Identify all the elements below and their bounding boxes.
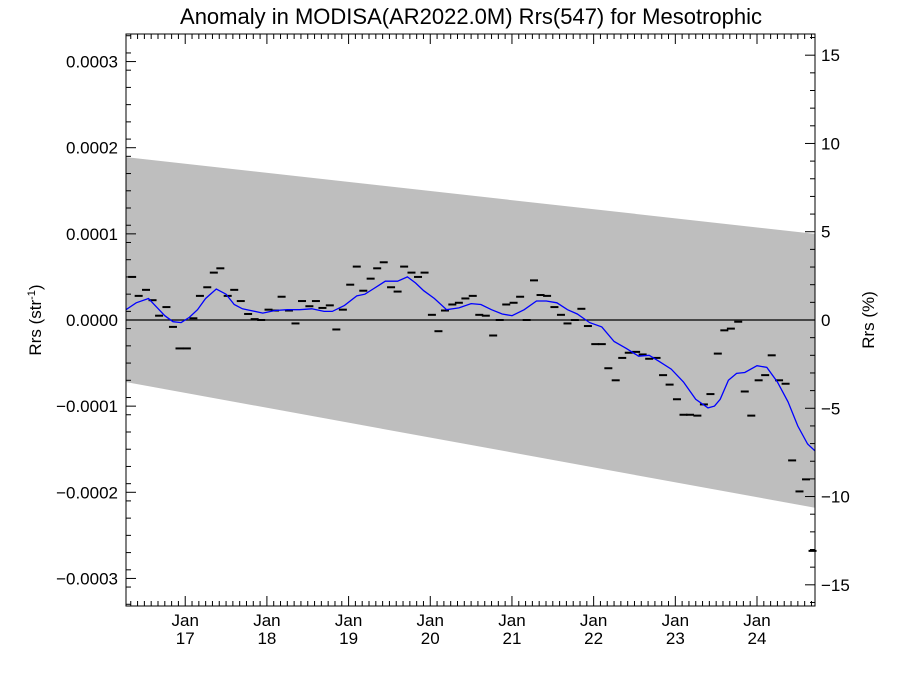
uncertainty-band xyxy=(126,157,815,508)
left-tick-label: −0.0003 xyxy=(56,569,118,588)
x-tick-year: 24 xyxy=(748,629,767,648)
smoothed-line xyxy=(125,276,816,452)
right-y-axis: 15 10 5 0 −5 −10 −15 xyxy=(805,37,850,603)
left-tick-label: 0.0002 xyxy=(66,139,118,158)
x-tick-year: 18 xyxy=(257,629,276,648)
x-tick-month: Jan xyxy=(580,611,607,630)
y-axis-label-left-sup: -1 xyxy=(26,290,38,300)
plot-area xyxy=(125,157,817,552)
right-tick-label: −15 xyxy=(821,576,850,595)
left-tick-label: 0.0001 xyxy=(66,225,118,244)
x-tick-month: Jan xyxy=(335,611,362,630)
x-tick-year: 21 xyxy=(502,629,521,648)
y-axis-label-left-close: ) xyxy=(26,284,45,290)
y-axis-label-left: Rrs (str-1) xyxy=(26,284,45,355)
chart-title: Anomaly in MODISA(AR2022.0M) Rrs(547) fo… xyxy=(180,4,762,29)
left-y-axis: 0.0003 0.0002 0.0001 0.0000 −0.0001 −0.0002 −0… xyxy=(56,35,136,605)
y-axis-label-right: Rrs (%) xyxy=(859,291,878,349)
y-axis-label-left-main: Rrs (str xyxy=(26,300,45,356)
left-tick-label: 0.0000 xyxy=(66,311,118,330)
left-tick-label: 0.0003 xyxy=(66,53,118,72)
right-tick-label: 10 xyxy=(821,134,840,153)
x-tick-month: Jan xyxy=(417,611,444,630)
x-tick-year: 19 xyxy=(339,629,358,648)
right-tick-label: 0 xyxy=(821,311,830,330)
x-tick-month: Jan xyxy=(172,611,199,630)
x-tick-year: 20 xyxy=(421,629,440,648)
right-tick-label: 5 xyxy=(821,223,830,242)
x-tick-month: Jan xyxy=(498,611,525,630)
x-tick-month: Jan xyxy=(662,611,689,630)
right-tick-label: −10 xyxy=(821,488,850,507)
x-tick-year: 23 xyxy=(666,629,685,648)
x-tick-year: 17 xyxy=(176,629,195,648)
left-tick-label: −0.0002 xyxy=(56,483,118,502)
right-tick-label: −5 xyxy=(821,399,840,418)
right-tick-label: 15 xyxy=(821,46,840,65)
left-tick-label: −0.0001 xyxy=(56,397,118,416)
x-tick-month: Jan xyxy=(743,611,770,630)
x-tick-year: 22 xyxy=(584,629,603,648)
x-tick-month: Jan xyxy=(253,611,280,630)
